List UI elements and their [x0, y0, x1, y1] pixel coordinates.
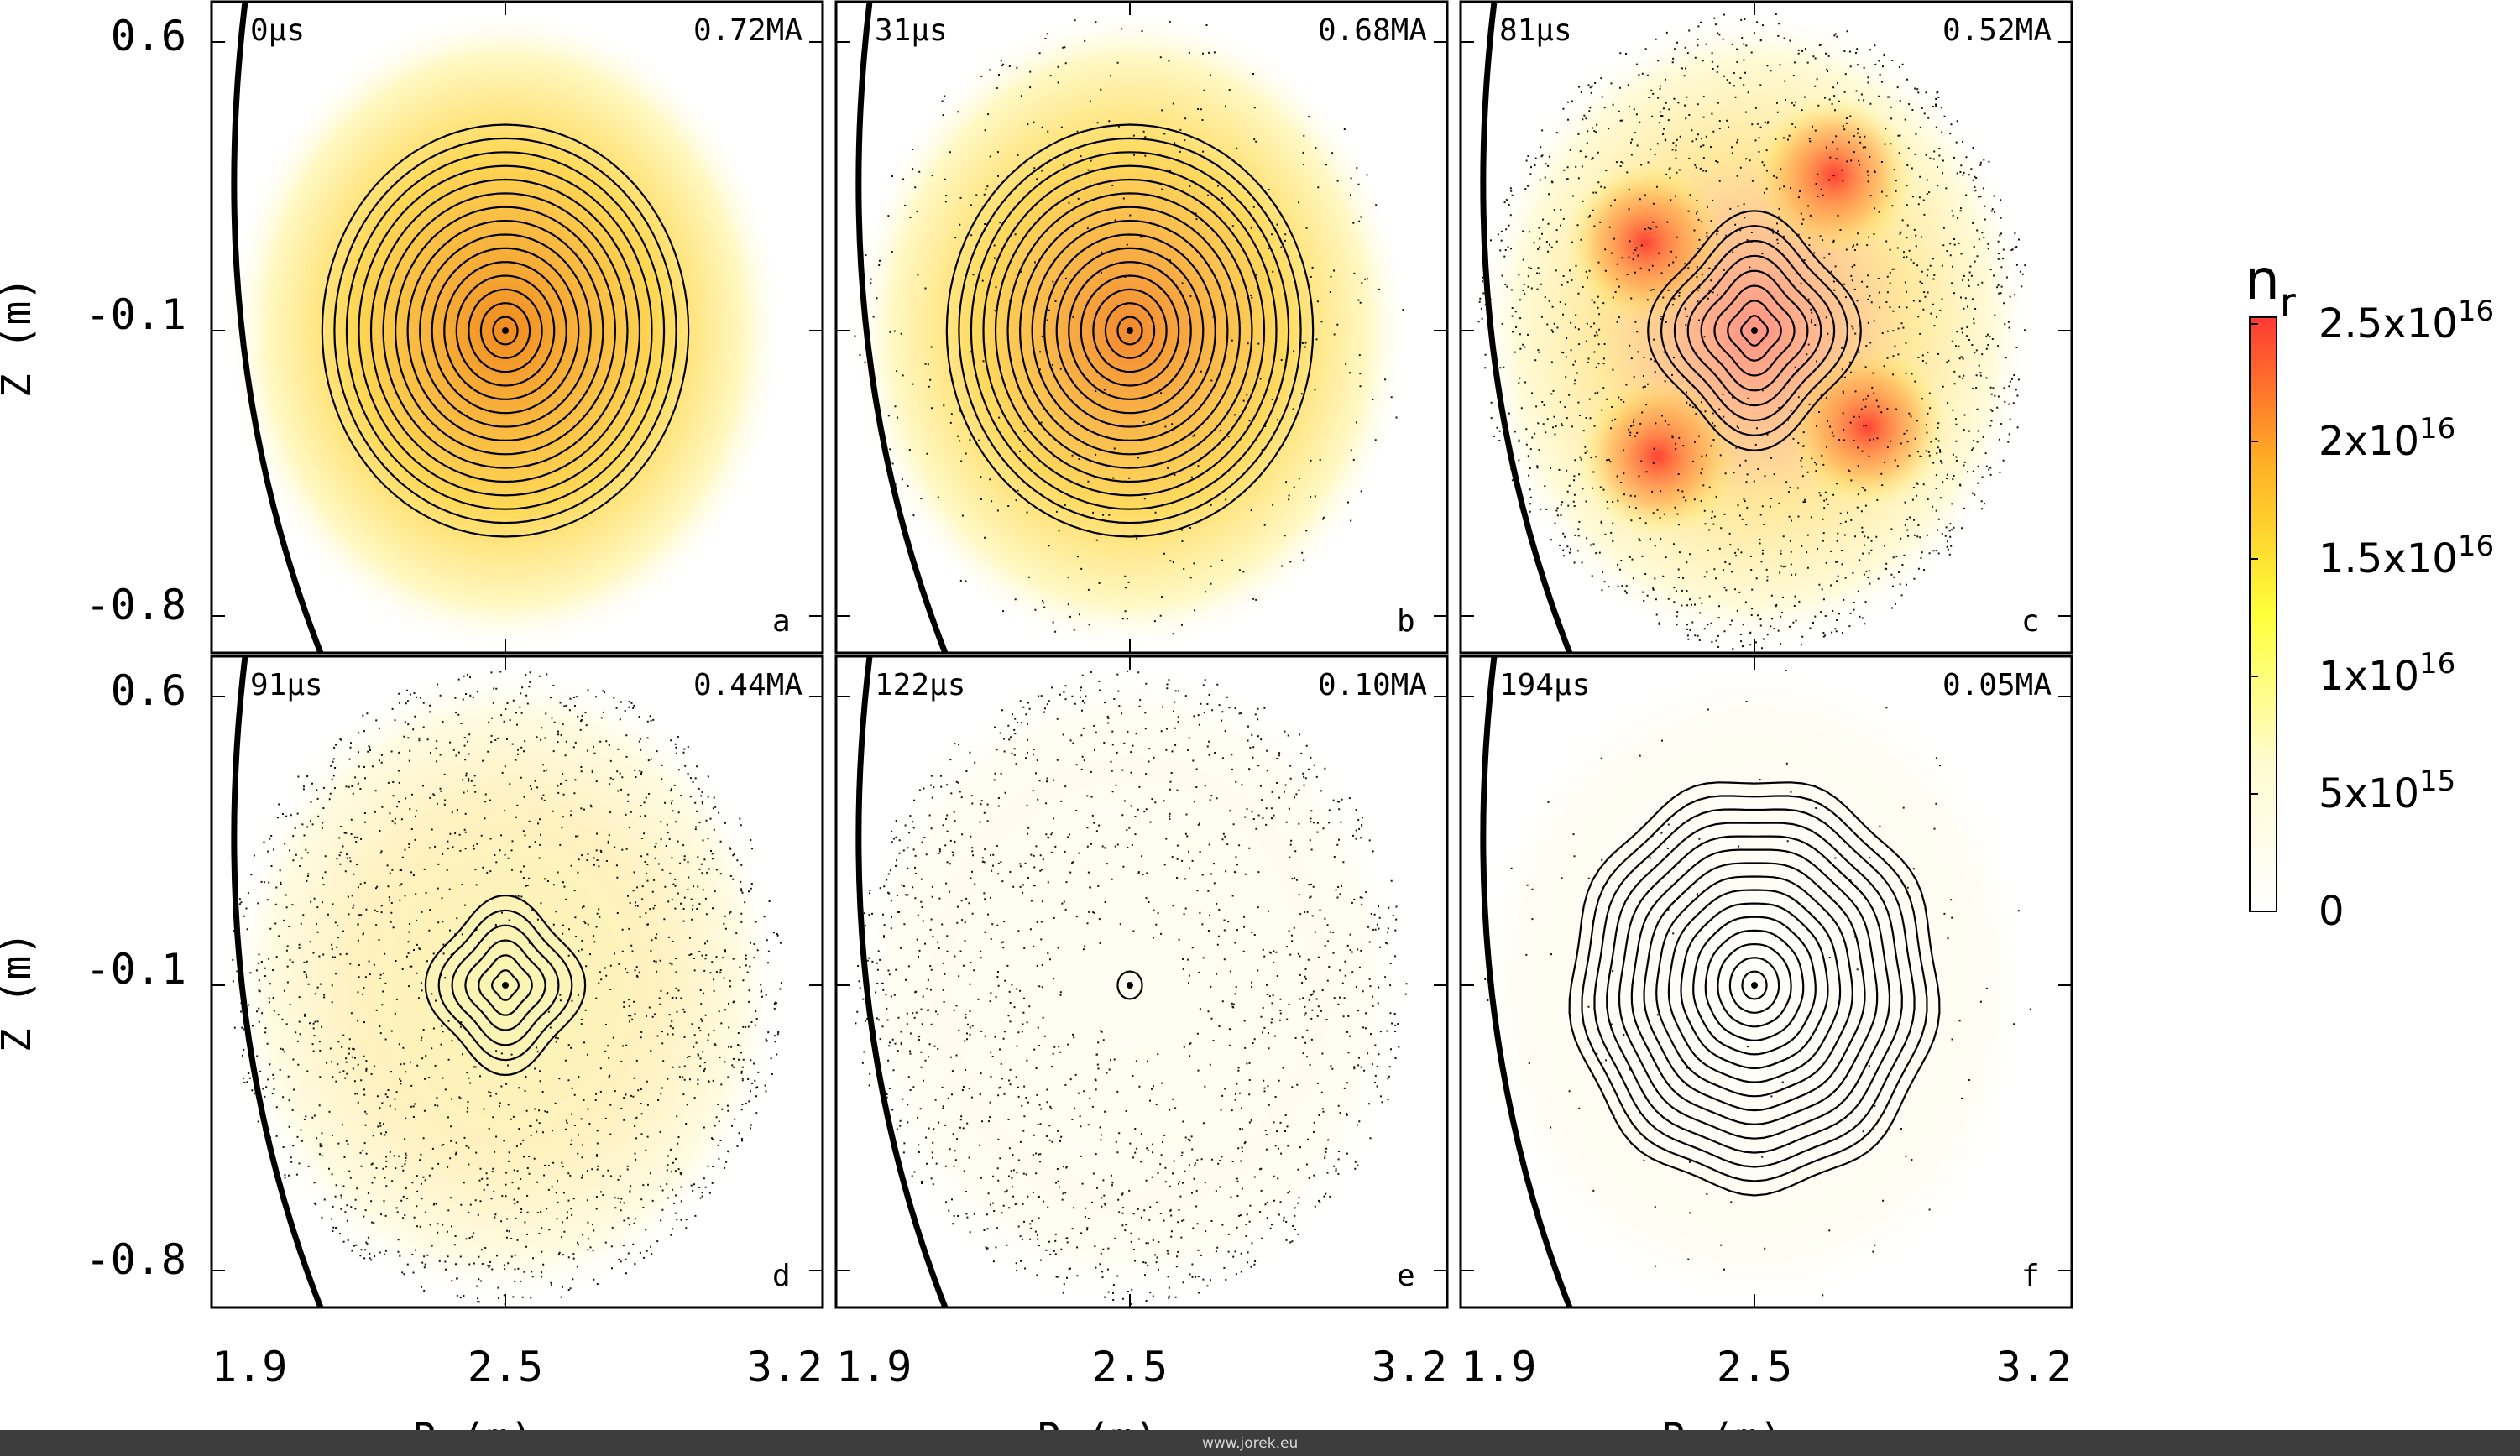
- panel-time: 122µs: [875, 668, 965, 702]
- panel-ticks: [211, 656, 823, 1307]
- panel-frame: [1459, 0, 2073, 655]
- panel-d: 91µs 0.44MA d: [210, 655, 824, 1309]
- panel-letter: e: [1397, 1259, 1415, 1293]
- x-tick-label: 3.2: [1996, 1343, 2072, 1391]
- y-tick-label: -0.1: [86, 290, 186, 339]
- x-tick-label: 2.5: [1717, 1343, 1792, 1391]
- colorbar-tick-label: 1x1016: [2319, 647, 2455, 700]
- magnetic-axis: [1751, 982, 1758, 989]
- first-wall: [231, 656, 324, 1307]
- colorbar-title: nr: [2245, 248, 2296, 325]
- flux-surfaces: [1647, 210, 1862, 451]
- colorbar-tick-label: 2.5x1016: [2319, 295, 2494, 347]
- panel-letter: a: [772, 604, 791, 639]
- x-tick-label: 1.9: [836, 1343, 912, 1391]
- panel-current: 0.68MA: [1318, 13, 1427, 48]
- x-tick-label: 1.9: [212, 1343, 287, 1391]
- panel-ticks: [1460, 656, 2073, 1307]
- colorbar-scale: [2249, 316, 2277, 912]
- x-tick-label: 3.2: [747, 1343, 823, 1391]
- panel-frame: [210, 0, 824, 655]
- panel-letter: c: [2021, 604, 2040, 639]
- colorbar-tick-label: 2x1016: [2319, 412, 2455, 465]
- flux-surfaces: [1568, 781, 1941, 1197]
- x-tick-label: 3.2: [1372, 1343, 1447, 1391]
- footer-url: www.jorek.eu: [1202, 1435, 1299, 1452]
- colorbar-tick-label: 1.5x1016: [2319, 530, 2494, 582]
- axes-layer: 0.6 -0.1 -0.8 Z (m) 0.6 -0.1 -0.8 Z (m) 1.9 2.5 3.…: [0, 12, 2072, 1456]
- panel-current: 0.52MA: [1942, 13, 2052, 48]
- flux-surfaces: [1116, 970, 1143, 1000]
- y-tick-label: -0.8: [86, 1235, 186, 1284]
- y-tick-label: -0.8: [86, 581, 186, 629]
- magnetic-axis: [502, 327, 509, 334]
- magnetic-axis: [502, 982, 509, 989]
- y-axis-label: Z (m): [0, 277, 40, 399]
- panel-current: 0.72MA: [693, 13, 803, 48]
- first-wall: [1480, 2, 1573, 653]
- panel-c: 81µs 0.52MA c: [1459, 0, 2073, 655]
- x-tick-label: 2.5: [468, 1343, 543, 1391]
- flux-surfaces: [945, 123, 1315, 538]
- y-axis-label: Z (m): [0, 932, 40, 1053]
- panel-b: 31µs 0.68MA b: [834, 0, 1449, 655]
- x-tick-label: 1.9: [1461, 1343, 1536, 1391]
- panel-time: 194µs: [1499, 668, 1590, 702]
- y-tick-label: 0.6: [111, 666, 186, 715]
- magnetic-axis: [1127, 327, 1133, 334]
- footer-bar: www.jorek.eu: [0, 1430, 2520, 1456]
- panel-ticks: [835, 656, 1448, 1307]
- panel-current: 0.10MA: [1318, 668, 1427, 702]
- panel-ticks: [835, 2, 1448, 653]
- first-wall: [1480, 656, 1573, 1307]
- first-wall: [855, 656, 949, 1307]
- panel-e: 122µs 0.10MA e: [834, 655, 1449, 1309]
- panel-time: 91µs: [250, 668, 323, 702]
- colorbar-tick-label: 0: [2319, 888, 2345, 935]
- y-tick-label: -0.1: [86, 945, 186, 994]
- density-hotspot: [1566, 163, 1725, 322]
- panels-layer: 0µs 0.72MA a 31µs 0.68MA b 81µs 0.52MA c 91µs 0.44…: [210, 0, 2073, 1309]
- panel-frame: [834, 655, 1449, 1309]
- first-wall: [855, 2, 949, 653]
- flux-surfaces: [321, 123, 690, 538]
- flux-surfaces: [424, 894, 587, 1077]
- colorbar: nr 2.5x1016 2x1016 1.5x1016 1x1016 5x1015 0: [2245, 248, 2494, 935]
- panel-letter: b: [1397, 604, 1415, 639]
- panel-frame: [1459, 655, 2073, 1309]
- colorbar-tick-label: 5x1015: [2319, 765, 2455, 817]
- panel-current: 0.44MA: [693, 668, 803, 702]
- panel-f: 194µs 0.05MA f: [1459, 655, 2073, 1309]
- panel-letter: f: [2021, 1259, 2040, 1293]
- magnetic-axis: [1127, 982, 1133, 989]
- panel-current: 0.05MA: [1942, 668, 2052, 702]
- panel-time: 0µs: [250, 13, 305, 48]
- panel-ticks: [1460, 2, 2073, 653]
- magnetic-axis: [1751, 327, 1758, 334]
- density-hotspot: [1788, 347, 1948, 507]
- density-hotspot: [1578, 377, 1738, 536]
- panel-time: 31µs: [875, 13, 948, 48]
- panel-letter: d: [772, 1259, 791, 1293]
- panel-a: 0µs 0.72MA a: [210, 0, 824, 655]
- panel-frame: [834, 0, 1449, 655]
- x-tick-label: 2.5: [1092, 1343, 1168, 1391]
- y-tick-label: 0.6: [111, 12, 186, 60]
- first-wall: [231, 2, 324, 653]
- panel-frame: [210, 655, 824, 1309]
- panel-time: 81µs: [1499, 13, 1572, 48]
- panel-ticks: [211, 2, 823, 653]
